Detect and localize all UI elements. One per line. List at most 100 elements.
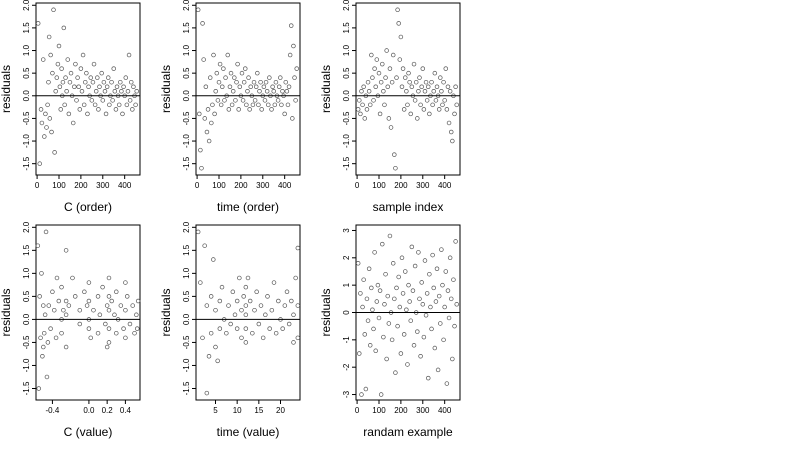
y-tick-label: -1.5 <box>342 156 351 170</box>
y-tick-label: -0.5 <box>182 335 191 349</box>
data-point <box>106 326 112 331</box>
data-point <box>41 330 47 336</box>
data-point <box>215 98 221 103</box>
data-point <box>80 52 86 58</box>
data-point <box>443 269 449 274</box>
data-point <box>454 302 459 307</box>
data-point <box>364 107 370 112</box>
data-point <box>113 107 119 112</box>
y-tick-label: 0 <box>342 310 351 315</box>
data-point <box>420 302 426 307</box>
y-tick-label: -0.5 <box>342 111 351 125</box>
data-point <box>245 275 251 281</box>
data-point <box>100 284 105 290</box>
y-tick-label: -2 <box>342 363 351 371</box>
data-point <box>127 98 133 103</box>
panel-5: 5 10 15 20 -1.5 -1.0 -0.5 0.0 0.5 1.0 1.5 2.0 time (… <box>159 221 301 439</box>
data-point <box>237 275 242 281</box>
x-tick-label: 15 <box>254 406 263 415</box>
data-point <box>267 326 272 331</box>
data-point <box>448 296 454 302</box>
data-point <box>382 102 387 108</box>
data-point <box>66 111 72 117</box>
data-point <box>256 321 262 327</box>
data-point <box>369 285 374 291</box>
data-point <box>64 89 69 94</box>
data-point <box>258 303 264 308</box>
data-point <box>234 79 239 85</box>
data-point <box>441 337 446 343</box>
x-axis-label: sample index <box>373 200 444 214</box>
data-point <box>273 79 279 85</box>
data-point <box>239 335 244 341</box>
data-point <box>431 89 436 94</box>
data-point <box>406 282 411 288</box>
data-point <box>416 250 421 255</box>
data-point <box>416 89 421 94</box>
data-point <box>376 315 382 321</box>
data-point <box>51 7 56 13</box>
data-point <box>283 79 289 85</box>
y-tick-label: 1.0 <box>22 267 31 279</box>
data-point <box>50 70 55 76</box>
data-point <box>399 84 405 89</box>
data-point <box>81 102 87 108</box>
data-point <box>90 79 96 85</box>
data-point <box>401 332 407 337</box>
data-point <box>120 111 125 117</box>
data-point <box>240 98 246 103</box>
data-point <box>403 269 408 274</box>
data-point <box>95 294 101 299</box>
data-point <box>421 107 427 112</box>
data-point <box>212 111 217 117</box>
x-tick-label: 100 <box>212 181 226 190</box>
data-point <box>40 57 46 62</box>
x-axis-label: C (value) <box>64 425 113 439</box>
data-point <box>372 66 377 71</box>
y-tick-label: 1.5 <box>342 22 351 34</box>
data-point <box>48 52 53 58</box>
data-point <box>424 291 430 296</box>
x-tick-label: 300 <box>96 181 110 190</box>
data-point <box>362 116 368 121</box>
data-point <box>275 98 281 103</box>
data-points <box>195 229 301 396</box>
data-point <box>430 102 435 108</box>
x-tick-label: 300 <box>416 181 430 190</box>
x-axis-label: time (value) <box>217 425 280 439</box>
data-point <box>276 84 282 89</box>
data-point <box>248 84 253 89</box>
data-point <box>432 70 438 76</box>
data-point <box>406 70 411 76</box>
data-point <box>445 288 451 293</box>
data-point <box>59 66 64 71</box>
x-axis-label: randam example <box>363 425 453 439</box>
data-point <box>392 296 397 302</box>
data-point <box>422 258 428 263</box>
data-point <box>384 48 389 53</box>
data-point <box>365 79 371 85</box>
data-point <box>264 89 270 94</box>
data-point <box>384 356 389 362</box>
data-point <box>258 79 263 85</box>
y-tick-label: 3 <box>342 228 351 233</box>
data-point <box>106 294 112 299</box>
y-tick-label: 0.0 <box>182 313 191 325</box>
data-point <box>77 307 83 313</box>
data-point <box>35 21 41 26</box>
data-point <box>454 102 459 108</box>
data-point <box>86 280 92 285</box>
data-point <box>54 275 60 281</box>
data-point <box>101 79 107 85</box>
data-point <box>56 43 62 49</box>
data-point <box>389 337 395 343</box>
data-point <box>197 111 202 117</box>
data-point <box>217 298 223 304</box>
data-point <box>407 79 412 85</box>
data-point <box>357 98 362 103</box>
data-point <box>74 98 79 103</box>
x-tick-label: 0.0 <box>83 406 95 415</box>
data-point <box>443 66 449 71</box>
data-point <box>399 255 405 261</box>
data-point <box>213 344 218 350</box>
